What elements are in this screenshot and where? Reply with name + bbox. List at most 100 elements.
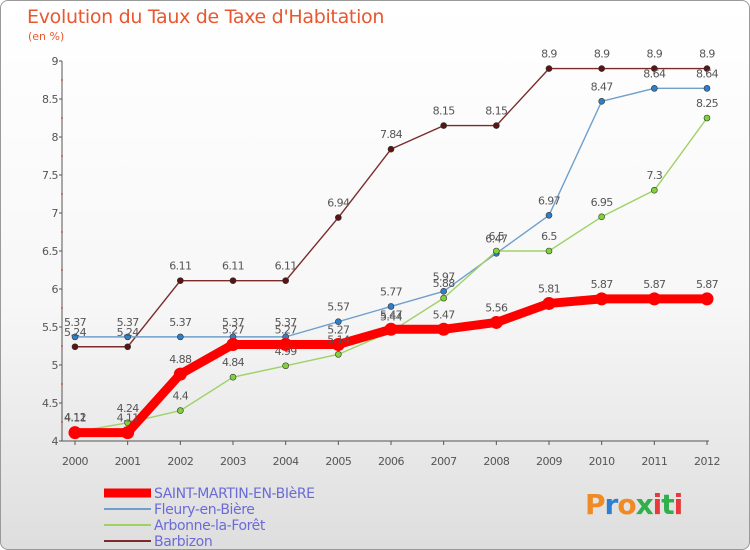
- data-label: 5.27: [222, 323, 245, 336]
- data-point: [335, 318, 342, 325]
- data-point: [598, 65, 605, 72]
- x-tick-label: 2006: [378, 455, 404, 468]
- data-label: 6.11: [275, 260, 297, 273]
- data-label: 5.27: [275, 323, 298, 336]
- data-point: [651, 85, 658, 92]
- data-label: 5.37: [222, 316, 245, 329]
- data-label: 8.47: [591, 80, 614, 93]
- data-label: 4.4: [172, 390, 188, 403]
- data-point: [384, 322, 398, 336]
- data-point: [598, 213, 605, 221]
- x-tick-label: 2007: [431, 455, 457, 468]
- data-label: 5.57: [327, 301, 350, 314]
- data-label: 6.11: [169, 260, 191, 273]
- x-tick-label: 2005: [325, 455, 351, 468]
- x-tick-label: 2009: [536, 455, 562, 468]
- data-point: [545, 211, 553, 219]
- chart-title: Evolution du Taux de Taxe d'Habitation: [27, 6, 385, 28]
- x-tick-label: 2012: [694, 455, 720, 468]
- y-tick-label: 4.5: [42, 397, 58, 410]
- data-point: [493, 247, 500, 255]
- x-tick-label: 2003: [220, 455, 246, 468]
- data-label: 7.3: [646, 169, 662, 182]
- data-point: [279, 337, 293, 351]
- logo-letter: i: [673, 488, 684, 521]
- data-point: [440, 294, 447, 302]
- data-label: 5.47: [433, 308, 456, 321]
- data-point: [335, 351, 342, 358]
- data-point: [282, 277, 289, 284]
- data-point: [703, 85, 711, 92]
- data-label: 8.15: [433, 105, 456, 118]
- data-point: [545, 247, 553, 255]
- legend-label: Arbonne-la-Forêt: [154, 518, 266, 534]
- y-tick-label: 7: [52, 207, 59, 220]
- data-label: 8.15: [485, 105, 508, 118]
- data-label: 6.5: [541, 230, 557, 243]
- data-label: 5.81: [538, 282, 560, 295]
- x-tick-label: 2002: [167, 455, 193, 468]
- data-label: 5.37: [169, 316, 192, 329]
- data-label: 5.88: [433, 277, 456, 290]
- data-point: [598, 97, 605, 105]
- data-label: 4.88: [169, 353, 192, 366]
- data-point: [489, 315, 503, 329]
- data-label: 5.77: [380, 285, 403, 298]
- data-label: 4.12: [64, 411, 86, 424]
- data-point: [71, 333, 79, 341]
- y-tick-label: 6.5: [42, 245, 58, 258]
- data-point: [229, 373, 237, 381]
- data-label: 8.64: [643, 67, 666, 80]
- data-point: [177, 333, 184, 341]
- data-label: 5.27: [327, 323, 350, 336]
- data-label: 6.95: [591, 196, 614, 209]
- data-point: [703, 114, 711, 122]
- proxiti-logo: Proxiti: [585, 488, 684, 521]
- x-tick-label: 2000: [62, 455, 88, 468]
- data-label: 5.14: [327, 333, 350, 346]
- data-point: [545, 65, 553, 72]
- x-tick-label: 2011: [641, 455, 667, 468]
- data-label: 4.11: [64, 412, 86, 425]
- y-tick-label: 7.5: [42, 169, 58, 182]
- data-label: 8.9: [541, 48, 557, 61]
- data-point: [700, 292, 714, 306]
- data-label: 8.9: [646, 48, 662, 61]
- y-tick-label: 8: [52, 131, 59, 144]
- data-point: [177, 277, 184, 284]
- data-label: 4.24: [117, 402, 140, 415]
- data-point: [226, 337, 240, 351]
- data-label: 6.97: [538, 194, 561, 207]
- y-tick-label: 8.5: [42, 93, 58, 106]
- data-point: [124, 333, 131, 341]
- data-point: [387, 145, 395, 153]
- data-label: 5.97: [433, 270, 456, 283]
- data-label: 5.37: [117, 316, 140, 329]
- chart-subtitle: (en %): [28, 30, 65, 43]
- data-label: 5.87: [643, 278, 666, 291]
- data-point: [647, 292, 661, 306]
- data-label: 4.84: [222, 356, 245, 369]
- data-label: 5.37: [64, 316, 87, 329]
- data-point: [282, 362, 289, 370]
- y-tick-label: 6: [52, 283, 59, 296]
- data-label: 4.99: [275, 345, 298, 358]
- x-tick-label: 2008: [483, 455, 509, 468]
- legend-label: SAINT-MARTIN-EN-BIèRE: [154, 486, 315, 502]
- data-label: 7.84: [380, 128, 403, 141]
- data-point: [68, 426, 82, 440]
- data-label: 5.87: [591, 278, 614, 291]
- data-label: 6.5: [488, 230, 504, 243]
- data-point: [542, 296, 556, 310]
- data-point: [440, 122, 447, 129]
- y-tick-label: 9: [52, 55, 59, 68]
- data-point: [493, 122, 500, 129]
- data-point: [703, 65, 711, 72]
- x-tick-label: 2004: [273, 455, 299, 468]
- data-label: 4.11: [117, 412, 139, 425]
- legend-label: Barbizon: [154, 534, 212, 549]
- data-point: [595, 292, 609, 306]
- data-point: [124, 343, 131, 351]
